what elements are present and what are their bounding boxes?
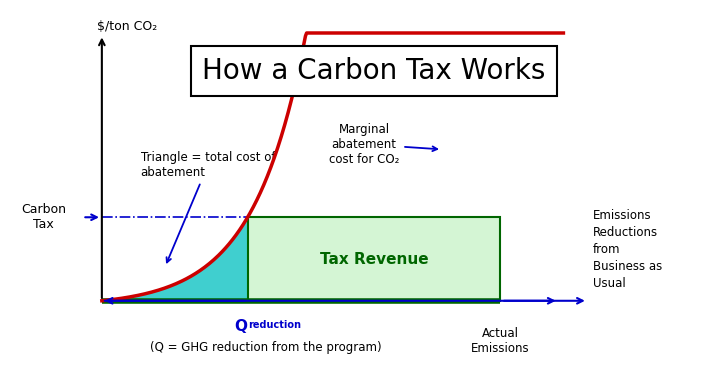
Text: (Q = GHG reduction from the program): (Q = GHG reduction from the program) [150,341,382,354]
Bar [248,217,500,301]
Text: Marginal
abatement
cost for CO₂: Marginal abatement cost for CO₂ [329,123,437,166]
Text: How a Carbon Tax Works: How a Carbon Tax Works [202,57,546,85]
Text: Actual
Emissions: Actual Emissions [471,327,530,355]
Text: Tax Revenue: Tax Revenue [320,251,428,266]
Text: $/ton CO₂: $/ton CO₂ [97,20,157,33]
Text: Carbon
Tax: Carbon Tax [21,203,66,231]
Text: Q: Q [235,319,248,334]
Text: reduction: reduction [248,321,302,330]
Text: Emissions
Reductions
from
Business as
Usual: Emissions Reductions from Business as Us… [593,209,662,290]
Text: Triangle = total cost of
abatement: Triangle = total cost of abatement [140,151,275,262]
Polygon shape [102,217,248,301]
